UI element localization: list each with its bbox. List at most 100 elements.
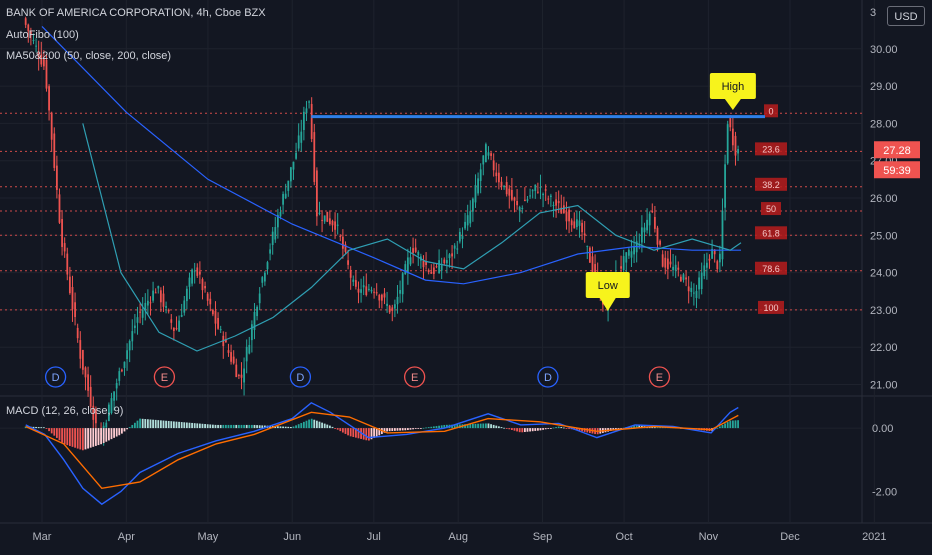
candle-body [399,290,401,294]
candle-body [713,249,716,255]
candle-body [448,254,451,259]
macd-histogram-bar [443,424,446,429]
macd-histogram-bar [71,428,74,447]
candle-body [677,267,680,270]
macd-histogram-bar [102,428,105,444]
candle-body [196,267,199,276]
candle-body [380,294,383,301]
macd-histogram-bar [373,428,375,438]
macd-histogram-bar [422,427,425,429]
candle-body [630,251,633,258]
macd-histogram-bar [282,426,284,429]
macd-histogram-bar [191,422,193,429]
macd-histogram-bar [659,427,661,429]
candle-body [659,240,661,245]
macd-histogram-bar [354,428,357,438]
macd-histogram-bar [295,425,297,429]
candle-body [136,317,139,323]
macd-histogram-bar [565,428,568,429]
candles [24,16,739,446]
candle-body [128,340,131,351]
macd-histogram-bar [526,428,529,432]
macd-histogram-bar [614,428,617,430]
macd-histogram-bar [336,428,339,430]
price-tick-label: 29.00 [870,81,898,93]
candle-body [698,277,700,290]
candle-body [661,254,664,267]
candle-body [653,216,656,229]
candle-body [708,258,711,261]
macd-histogram-bar [378,428,381,436]
macd-line [25,401,739,506]
candle-body [643,227,646,233]
current-price-box [874,141,920,159]
macd-histogram-bar [162,420,165,429]
candle-body [625,252,628,263]
candle-body [370,289,373,292]
candle-body [461,235,464,239]
fib-label-box [758,300,784,314]
candle-body [640,227,643,243]
candle-body [406,257,409,273]
price-tick-label: 30.00 [870,44,898,56]
currency-button[interactable]: USD [887,6,925,26]
candle-body [66,253,69,275]
event-marker-label: E [161,372,168,384]
time-tick-label: Sep [533,531,553,543]
candle-body [724,164,726,208]
macd-histogram-bar [321,422,323,429]
macd-histogram-bar [557,426,560,429]
macd-histogram-bar [497,426,500,429]
time-tick-label: May [198,531,219,543]
macd-histogram-bar [552,427,555,429]
macd-histogram-bar [48,428,50,432]
candle-body [76,327,79,339]
macd-histogram-bar [718,426,721,429]
current-price-label: 27.28 [883,145,911,157]
candle-body [115,383,118,389]
candle-body [664,257,667,268]
macd-histogram-bar [726,422,729,429]
candle-body [154,292,157,294]
candle-body [586,245,589,247]
candle-body [622,256,625,271]
candle-body [373,291,375,293]
candle-body [266,262,269,270]
candle-body [237,375,240,377]
candle-body [703,265,706,276]
macd-histogram-bar [74,428,76,448]
candle-body [674,264,677,271]
ma-legend: MA50&200 (50, close, 200, close) [6,50,172,62]
macd-histogram-bar [250,424,253,429]
macd-histogram-bar [305,420,308,429]
candle-body [451,253,453,257]
candle-body [492,160,495,171]
low-callout-pointer [599,298,616,311]
macd-histogram-bar [510,428,513,430]
macd-histogram-bar [341,428,344,433]
macd-histogram-bar [427,427,430,429]
candle-body [53,133,56,168]
candle-body [341,236,344,249]
candle-body [560,207,563,214]
candle-body [146,300,149,306]
macd-histogram-bar [383,428,386,433]
macd-histogram-bar [391,428,394,432]
candle-body [544,189,547,191]
dividend-marker [537,366,559,388]
macd-histogram-bar [638,425,641,429]
candle-body [726,124,729,164]
candle-body [360,289,362,293]
time-axis: Mar Apr May Jun Jul Aug Sep Oct Nov Dec 2021 [33,531,887,543]
time-tick-label: 2021 [862,531,886,543]
candle-body [305,108,308,114]
candle-body [516,200,518,206]
macd-histogram-bar [237,424,240,429]
candle-body [401,273,404,295]
macd-histogram-bar [635,425,638,429]
macd-histogram-bar [406,428,409,431]
candle-body [232,356,235,364]
candle-body [729,116,732,128]
candle-body [74,302,76,318]
